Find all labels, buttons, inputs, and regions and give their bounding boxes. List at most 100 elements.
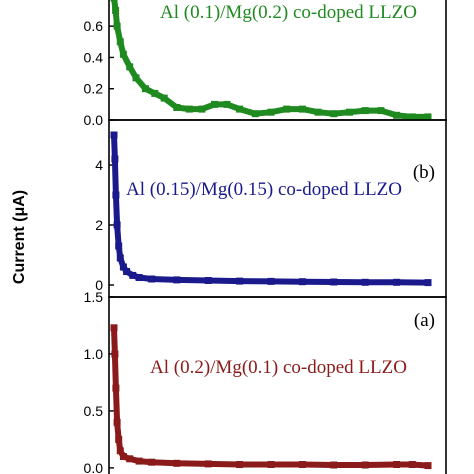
panel-a: 0.0 0.5 1.0 1.5 (a) Al (0.2)/Mg(0.1) co-dop… [84, 289, 447, 474]
panel-a-frame [108, 296, 447, 474]
panel-c-data-point [424, 113, 432, 121]
panel-a-data-point [204, 460, 212, 468]
panel-c-ytick-label: 0.0 [84, 112, 104, 128]
panel-a-data-point [115, 435, 123, 443]
panel-b-data-point [116, 254, 124, 262]
panel-a-data-point [330, 461, 338, 469]
panel-c-data-point [198, 105, 206, 113]
panel-b-data-point [112, 191, 120, 199]
panel-a-data-point [361, 461, 369, 469]
panel-a-yticks: 0.0 0.5 1.0 1.5 [84, 289, 114, 474]
panel-b-data-point [148, 275, 156, 283]
panel-c-ytick-label: 0.6 [84, 18, 104, 34]
panel-c-data-point [223, 100, 231, 108]
panel-a-series [110, 324, 432, 470]
panel-c-data-point [113, 22, 121, 30]
panel-b-ytick-label: 0 [95, 277, 103, 293]
panel-c-series [110, 0, 432, 121]
panel-c-data-point [393, 111, 401, 119]
panel-c-data-point [112, 7, 120, 14]
panel-b-data-point [129, 271, 137, 279]
panel-c-data-point [283, 105, 291, 113]
panel-a-data-point [424, 462, 432, 470]
panel-c-annotation: Al (0.1)/Mg(0.2) co-doped LLZO [160, 2, 417, 23]
panel-b-series-line [111, 132, 431, 286]
panel-a-data-point [393, 461, 401, 468]
panel-b-series [110, 131, 432, 287]
panel-a-ytick-label: 1.5 [84, 289, 104, 305]
panel-b-data-point [204, 277, 212, 284]
panel-c-data-point [126, 63, 134, 71]
panel-b-data-point [135, 274, 143, 281]
panel-c-data-point [151, 89, 159, 97]
panel-c-data-point [116, 38, 124, 46]
panel-c-data-point [330, 110, 338, 118]
panel-c-data-point [298, 105, 306, 113]
panel-c-data-point [119, 50, 127, 58]
panel-b-frame [108, 119, 447, 298]
panel-a-ytick-label: 0.5 [84, 403, 104, 419]
panel-a-data-point [298, 461, 306, 468]
panel-b-label: (b) [413, 162, 435, 183]
panel-c-yticks: 0.0 0.2 0.4 0.6 [84, 18, 114, 128]
panel-a-data-point [408, 461, 416, 468]
panel-a-data-point [110, 324, 118, 332]
panel-c-data-point [141, 85, 149, 93]
panel-c-series-line [111, 0, 431, 120]
panel-b-data-point [330, 278, 338, 286]
panel-a-data-point [113, 418, 121, 426]
panel-c-data-point [408, 113, 416, 121]
panel-b-yticks: 0 2 4 [95, 157, 114, 293]
panel-c-data-point [377, 107, 385, 115]
panel-c-data-point [251, 110, 259, 118]
panel-b-data-point [123, 268, 131, 275]
panel-a-data-point [173, 459, 181, 467]
panel-a-data-point [112, 384, 120, 392]
panel-b-ytick-label: 2 [95, 217, 103, 233]
panel-b-data-point [119, 263, 127, 271]
panel-b-data-point [393, 278, 401, 286]
panel-b-data-point [424, 279, 432, 287]
y-axis-label: Current (μA) [11, 190, 28, 284]
panel-c-data-point [132, 74, 140, 82]
panel-c-data-point [346, 108, 353, 116]
panel-a-data-point [116, 447, 124, 455]
panel-a-data-point [267, 461, 275, 468]
panel-c-data-point [173, 104, 181, 111]
panel-c-data-point [236, 105, 244, 113]
panel-a-data-point [148, 458, 156, 466]
panel-c-data-point [267, 108, 275, 116]
panel-c: 0.0 0.2 0.4 0.6 Al (0.1)/Mg(0.2) co-doped L… [84, 0, 447, 128]
panel-c-data-point [361, 107, 369, 115]
panel-b-data-point [113, 221, 121, 229]
panel-b-ytick-label: 4 [95, 157, 103, 173]
panel-b-data-point [361, 278, 369, 286]
panel-a-data-point [111, 350, 119, 358]
panel-c-data-point [211, 100, 218, 108]
panel-a-data-point [236, 461, 244, 468]
panel-a-annotation: Al (0.2)/Mg(0.1) co-doped LLZO [150, 357, 407, 378]
panel-c-data-point [160, 94, 168, 102]
panel-c-data-point [314, 108, 322, 116]
panel-a-data-point [126, 455, 134, 463]
panel-b-data-point [111, 155, 119, 163]
panel-c-data-point [185, 105, 193, 113]
panel-a-label: (a) [414, 310, 435, 331]
panel-c-data-point [110, 0, 118, 2]
panel-b-data-point [173, 276, 181, 284]
panel-b: 0 2 4 (b) Al (0.15)/Mg(0.15) co-doped LLZO [95, 119, 447, 298]
panel-c-ytick-label: 0.2 [84, 81, 104, 97]
panel-b-data-point [267, 277, 275, 285]
panel-b-data-point [110, 131, 118, 139]
panel-a-data-point [135, 457, 143, 465]
panel-b-data-point [298, 278, 306, 286]
panel-b-data-point [236, 277, 244, 285]
panel-a-series-line [111, 324, 431, 469]
panel-c-ytick-label: 0.4 [84, 49, 104, 65]
panel-a-data-point [119, 453, 127, 460]
panel-a-ytick-label: 1.0 [84, 346, 104, 362]
panel-a-ytick-label: 0.0 [84, 460, 104, 474]
panel-b-annotation: Al (0.15)/Mg(0.15) co-doped LLZO [126, 179, 402, 200]
panel-b-data-point [115, 242, 123, 250]
